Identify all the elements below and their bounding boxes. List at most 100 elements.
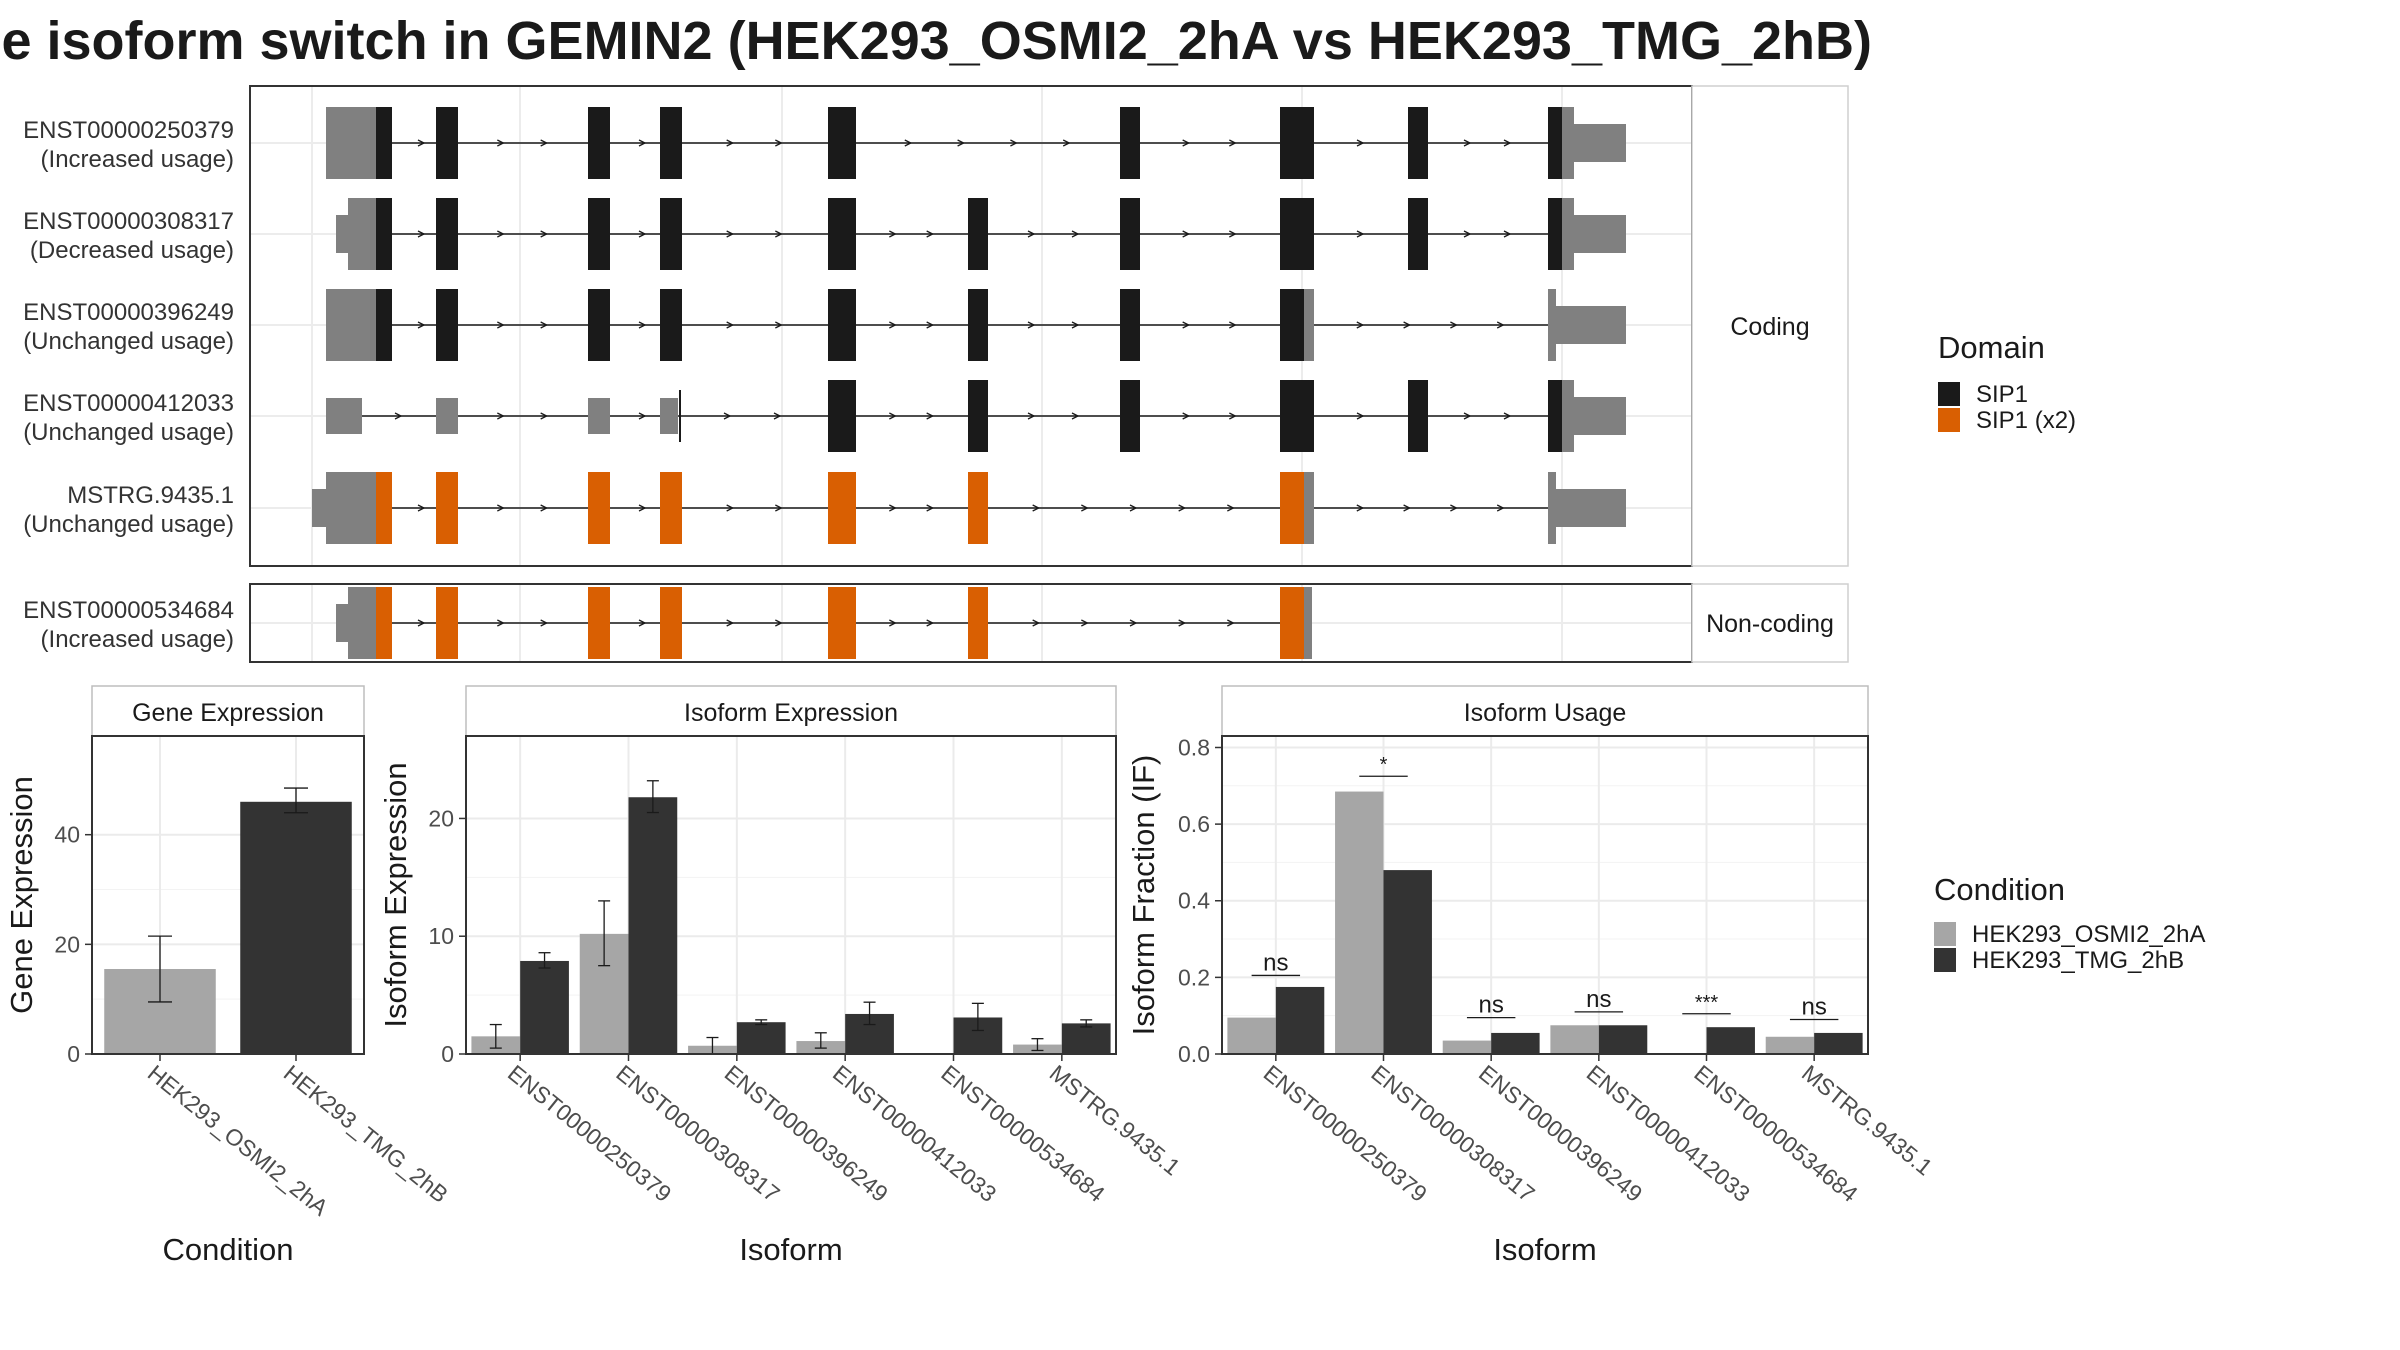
- intron-arrow: [540, 321, 549, 329]
- utr-exon: [1304, 587, 1312, 659]
- domain-exon: [968, 587, 988, 659]
- isoform-usage-label: (Unchanged usage): [23, 419, 234, 446]
- y-tick-label: 0: [67, 1041, 80, 1067]
- intron-arrow: [1071, 230, 1080, 238]
- chart-0: Gene Expression02040HEK293_OSMI2_2hAHEK2…: [4, 685, 453, 1267]
- utr-exon: [1556, 306, 1626, 344]
- intron-arrow: [1356, 321, 1365, 329]
- utr-exon: [326, 289, 376, 361]
- bar-HEK293_TMG_2hB-ENST00000534684: [1706, 1027, 1755, 1054]
- utr-exon: [1562, 198, 1574, 270]
- intron-arrow: [926, 230, 935, 238]
- utr-exon: [1562, 380, 1574, 452]
- intron-arrow: [540, 412, 549, 420]
- utr-exon: [336, 215, 348, 253]
- intron-arrow: [1503, 230, 1512, 238]
- intron-arrow: [638, 139, 647, 147]
- intron-arrow: [540, 619, 549, 627]
- chart-strip: [91, 685, 365, 737]
- significance-label: ns: [1801, 994, 1826, 1021]
- utr-exon: [1574, 397, 1626, 435]
- utr-exon: [1562, 107, 1574, 179]
- intron-arrow: [926, 619, 935, 627]
- bar-HEK293_TMG_2hB-MSTRG.9435.1: [1061, 1023, 1111, 1054]
- bar-HEK293_TMG_2hB-ENST00000250379: [520, 960, 569, 1054]
- intron-arrow: [1229, 139, 1237, 147]
- title-text: The isoform switch in GEMIN2 (HEK293_OSM…: [0, 11, 1872, 71]
- intron-arrow: [1227, 504, 1235, 512]
- intron-arrow: [926, 412, 935, 420]
- intron-arrow: [638, 412, 647, 420]
- domain-legend-label: SIP1: [1976, 381, 2028, 408]
- domain-exon: [588, 289, 610, 361]
- isoform-usage-label: (Increased usage): [41, 626, 234, 653]
- intron-arrow: [723, 412, 732, 420]
- domain-exon: [968, 472, 988, 544]
- isoform-usage-label: (Increased usage): [41, 146, 234, 173]
- domain-exon: [1548, 380, 1562, 452]
- intron-arrow: [1182, 321, 1191, 329]
- domain-exon: [376, 289, 392, 361]
- intron-arrow: [497, 230, 505, 238]
- isoform-id-label: ENST00000534684: [23, 597, 234, 624]
- y-tick-label: 20: [54, 931, 80, 957]
- isoform-id-label: ENST00000412033: [23, 390, 234, 417]
- chart-title: Gene Expression: [132, 699, 324, 727]
- intron-arrow: [1178, 619, 1187, 627]
- chart-strip: [1221, 685, 1869, 737]
- significance-label: ns: [1478, 992, 1503, 1019]
- intron-arrow: [775, 230, 783, 238]
- bar-HEK293_TMG_2hB-ENST00000308317: [1383, 870, 1432, 1054]
- intron-arrow: [1503, 412, 1512, 420]
- intron-arrow: [417, 230, 426, 238]
- intron-arrow: [726, 321, 735, 329]
- bar-HEK293_OSMI2_2hA-ENST00000308317: [1335, 791, 1384, 1054]
- intron-arrow: [1450, 321, 1458, 329]
- utr-exon: [1548, 472, 1556, 544]
- y-tick-label: 20: [428, 805, 454, 831]
- chart-strip: [465, 685, 1117, 737]
- noncoding-exon: [326, 398, 362, 434]
- domain-exon: [1408, 198, 1428, 270]
- intron-arrow: [1178, 504, 1187, 512]
- intron-arrow: [1032, 504, 1041, 512]
- y-axis-title: Gene Expression: [4, 776, 39, 1014]
- condition-legend-title: Condition: [1934, 872, 2065, 907]
- intron-arrow: [889, 412, 897, 420]
- isoform-id-label: ENST00000250379: [23, 117, 234, 144]
- intron-arrow: [1356, 230, 1365, 238]
- intron-arrow: [1062, 139, 1071, 147]
- significance-label: ***: [1695, 992, 1719, 1014]
- intron-arrow: [1182, 139, 1191, 147]
- intron-arrow: [540, 504, 549, 512]
- intron-arrow: [726, 230, 735, 238]
- intron-arrow: [726, 139, 735, 147]
- intron-arrow: [889, 321, 897, 329]
- intron-arrow: [1463, 139, 1472, 147]
- domain-exon: [376, 198, 392, 270]
- intron-arrow: [1027, 230, 1036, 238]
- intron-arrow: [417, 504, 426, 512]
- domain-exon: [1280, 289, 1304, 361]
- y-tick-label: 0.4: [1178, 888, 1210, 914]
- intron-arrow: [497, 619, 505, 627]
- intron-arrow: [1129, 619, 1138, 627]
- domain-exon: [828, 380, 856, 452]
- domain-exon: [376, 472, 392, 544]
- noncoding-strip-label: Non-coding: [1706, 610, 1834, 638]
- intron-arrow: [1496, 321, 1505, 329]
- utr-exon: [326, 107, 376, 179]
- intron-arrow: [1081, 504, 1089, 512]
- intron-arrow: [1010, 139, 1018, 147]
- intron-arrow: [889, 504, 897, 512]
- intron-arrow: [1081, 619, 1089, 627]
- transcript-ENST00000250379: [326, 107, 1626, 179]
- intron-arrow: [417, 321, 426, 329]
- y-tick-label: 40: [54, 822, 80, 848]
- bar-HEK293_TMG_2hB: [240, 801, 352, 1054]
- intron-arrow: [1027, 321, 1036, 329]
- intron-arrow: [394, 412, 403, 420]
- domain-exon: [436, 472, 458, 544]
- bar-HEK293_TMG_2hB-ENST00000396249: [736, 1022, 786, 1054]
